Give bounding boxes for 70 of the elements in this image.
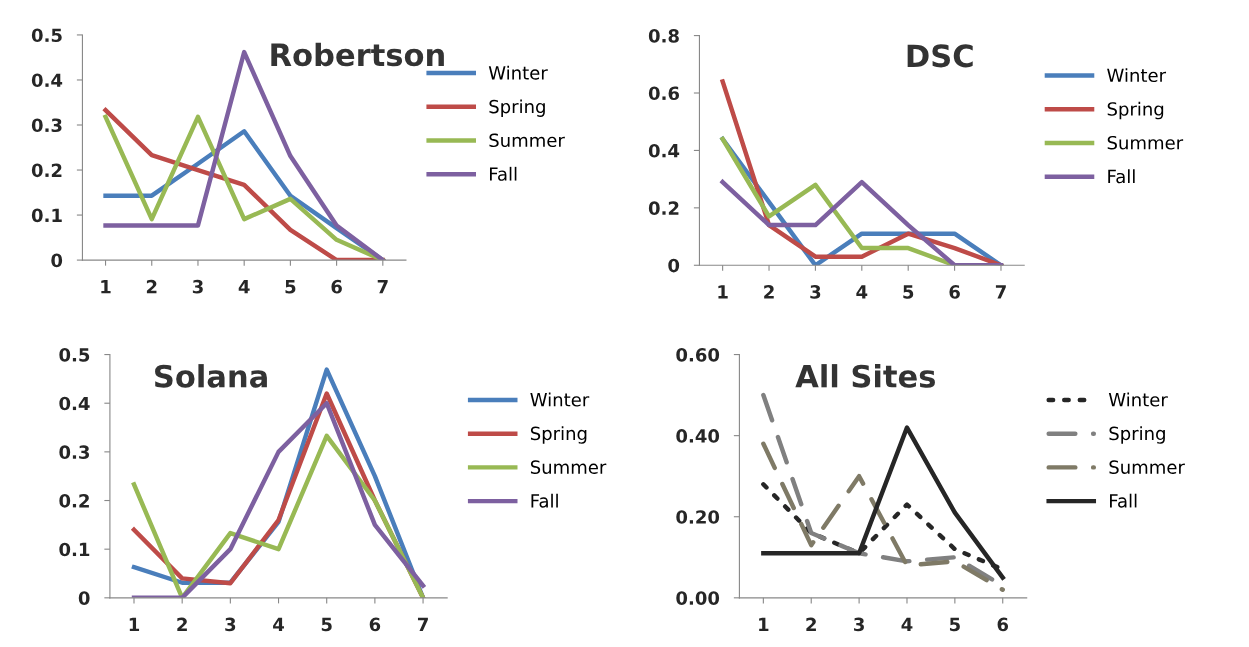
x-tick-label: 5 bbox=[321, 617, 332, 632]
legend-label: Winter bbox=[530, 392, 590, 407]
y-tick-label: 0.8 bbox=[648, 29, 679, 43]
x-tick-label: 6 bbox=[997, 617, 1009, 632]
y-tick-label: 0.00 bbox=[676, 591, 720, 605]
x-tick-label: 2 bbox=[146, 279, 157, 294]
x-tick-label: 1 bbox=[718, 285, 728, 299]
x-tick-label: 3 bbox=[854, 617, 864, 632]
x-tick-label: 1 bbox=[759, 617, 769, 631]
y-tick-label: 0.1 bbox=[31, 208, 62, 223]
y-tick-label: 0.1 bbox=[59, 542, 90, 557]
legend-label: Winter bbox=[1108, 392, 1168, 407]
chart-title: Robertson bbox=[271, 42, 444, 67]
legend-label: Fall bbox=[531, 493, 558, 508]
x-tick-label: 7 bbox=[417, 617, 428, 631]
legend-label: Spring bbox=[1109, 426, 1165, 444]
x-tick-label: 5 bbox=[949, 617, 960, 632]
y-tick-label: 0 bbox=[668, 258, 680, 273]
x-tick-label: 3 bbox=[225, 617, 236, 632]
legend-label: Spring bbox=[489, 99, 545, 117]
legend-label: Fall bbox=[1108, 169, 1135, 184]
y-tick-label: 0.6 bbox=[648, 86, 680, 101]
legend-label: Summer bbox=[530, 460, 607, 474]
y-tick-label: 0.2 bbox=[59, 493, 89, 508]
chart-title: Solana bbox=[155, 364, 267, 388]
y-tick-label: 0.20 bbox=[676, 510, 720, 524]
legend-label: Summer bbox=[1109, 460, 1185, 474]
y-tick-label: 0 bbox=[51, 253, 63, 268]
y-tick-label: 0 bbox=[78, 591, 90, 605]
legend-label: Fall bbox=[490, 166, 517, 181]
y-tick-label: 0.5 bbox=[31, 28, 62, 43]
x-tick-label: 4 bbox=[901, 617, 913, 631]
y-tick-label: 0.2 bbox=[648, 201, 679, 215]
x-tick-label: 1 bbox=[101, 280, 111, 294]
y-tick-label: 0.4 bbox=[59, 396, 90, 411]
line-series bbox=[761, 441, 1005, 592]
legend-label: Spring bbox=[1107, 101, 1164, 120]
legend-label: Winter bbox=[488, 65, 548, 80]
x-tick-label: 4 bbox=[856, 285, 868, 299]
x-tick-label: 4 bbox=[273, 617, 284, 631]
legend-label: Fall bbox=[1110, 493, 1137, 508]
chart-title: All Sites bbox=[795, 364, 935, 388]
y-tick-label: 0.3 bbox=[31, 118, 62, 133]
x-tick-label: 6 bbox=[949, 285, 960, 299]
legend-label: Summer bbox=[1107, 135, 1184, 150]
y-tick-label: 0.4 bbox=[31, 73, 63, 88]
legend-label: Spring bbox=[530, 426, 587, 444]
y-tick-label: 0.5 bbox=[59, 348, 90, 362]
x-tick-label: 3 bbox=[810, 285, 821, 299]
chart-title: DSC bbox=[907, 44, 973, 68]
line-series bbox=[761, 425, 1005, 580]
x-tick-label: 4 bbox=[238, 280, 250, 294]
legend-label: Winter bbox=[1107, 68, 1167, 83]
legend-label: Summer bbox=[489, 133, 565, 148]
x-tick-label: 5 bbox=[285, 280, 296, 294]
x-tick-label: 7 bbox=[995, 285, 1006, 299]
x-tick-label: 1 bbox=[129, 617, 140, 631]
y-tick-label: 0.4 bbox=[648, 143, 680, 158]
x-tick-label: 2 bbox=[764, 285, 774, 299]
x-tick-label: 2 bbox=[806, 617, 816, 631]
x-tick-label: 2 bbox=[177, 617, 187, 631]
y-tick-label: 0.2 bbox=[31, 163, 62, 178]
x-tick-label: 5 bbox=[903, 285, 914, 299]
y-tick-label: 0.60 bbox=[676, 348, 720, 362]
x-tick-label: 6 bbox=[369, 617, 381, 632]
y-tick-label: 0.3 bbox=[59, 445, 90, 459]
x-tick-label: 6 bbox=[331, 279, 342, 294]
y-tick-label: 0.40 bbox=[676, 429, 720, 443]
x-tick-label: 7 bbox=[377, 280, 388, 294]
x-tick-label: 3 bbox=[192, 279, 203, 294]
